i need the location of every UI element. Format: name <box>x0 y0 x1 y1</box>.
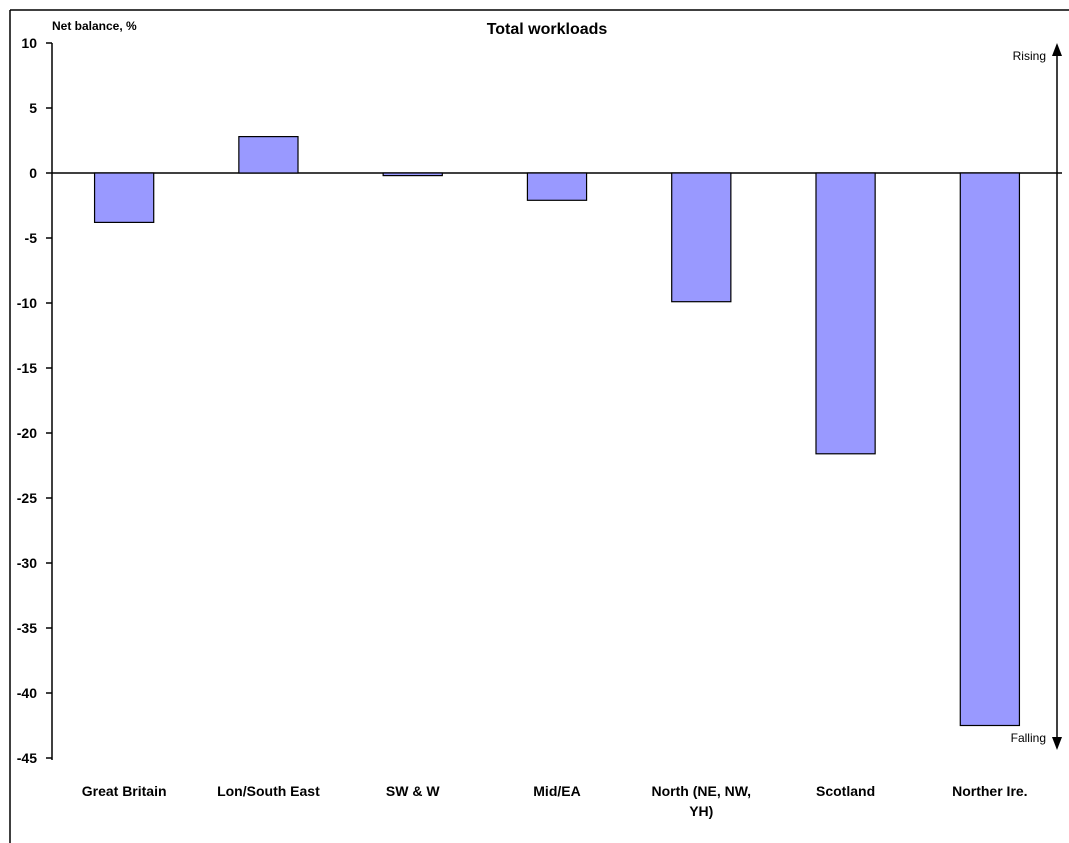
y-tick-label: -20 <box>17 425 37 441</box>
y-tick-label: -10 <box>17 295 37 311</box>
bar <box>382 172 443 177</box>
y-tick-label: -5 <box>25 230 38 246</box>
x-tick-label: Scotland <box>816 783 875 799</box>
y-tick-label: -40 <box>17 685 37 701</box>
bars <box>93 136 1021 727</box>
chart-title: Total workloads <box>487 21 608 38</box>
falling-label: Falling <box>1011 731 1046 745</box>
y-tick-label: -15 <box>17 360 37 376</box>
y-tick-label: -45 <box>17 750 37 766</box>
y-tick-label: -30 <box>17 555 37 571</box>
y-tick-label: -25 <box>17 490 37 506</box>
x-tick-label: Norther Ire. <box>952 783 1027 799</box>
bar <box>238 136 299 174</box>
x-tick-labels: Great Britain Lon/South East SW & W Mid/EA N… <box>82 783 1028 819</box>
x-tick-label: YH) <box>689 803 713 819</box>
rising-label: Rising <box>1013 49 1046 63</box>
y-tick-label: 5 <box>29 100 37 116</box>
bar <box>526 172 588 201</box>
y-axis-label: Net balance, % <box>52 19 137 33</box>
y-tick-label: 10 <box>21 35 37 51</box>
y-tick-label: 0 <box>29 165 37 181</box>
y-tick-label: -35 <box>17 620 37 636</box>
bar <box>93 172 155 224</box>
bar <box>959 172 1021 727</box>
x-tick-label: Great Britain <box>82 783 167 799</box>
x-tick-label: Mid/EA <box>533 783 580 799</box>
y-ticks: 10 5 0 -5 -10 -15 -20 -25 -30 -35 -40 -45 <box>17 35 52 766</box>
x-tick-label: Lon/South East <box>217 783 320 799</box>
x-tick-label: North (NE, NW, <box>652 783 752 799</box>
rising-arrow-icon <box>1052 43 1062 56</box>
bar <box>815 172 876 455</box>
falling-arrow-icon <box>1052 737 1062 750</box>
bar <box>671 172 732 303</box>
x-tick-label: SW & W <box>386 783 440 799</box>
